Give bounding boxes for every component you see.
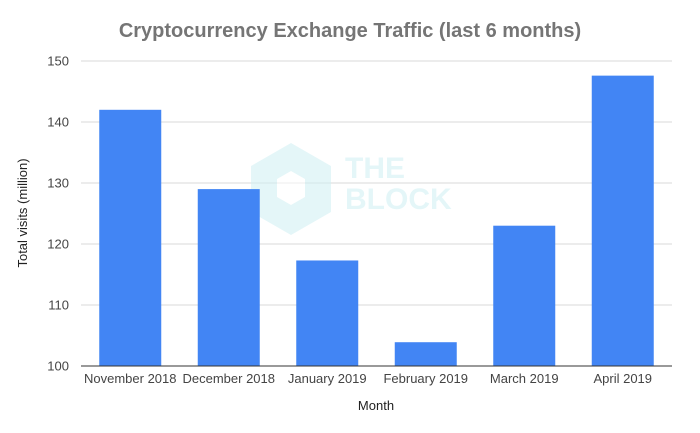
y-tick-label: 140: [47, 115, 69, 130]
x-tick-label: December 2018: [183, 371, 276, 386]
x-tick-label: April 2019: [593, 371, 652, 386]
watermark-line-2: BLOCK: [345, 183, 452, 216]
bar: [591, 75, 654, 366]
y-tick-label: 110: [48, 298, 69, 313]
gridlines: [81, 60, 672, 306]
x-axis-ticks: November 2018 December 2018 January 2019 Fe…: [84, 371, 652, 386]
bars: [99, 75, 654, 367]
x-tick-label: January 2019: [288, 371, 367, 386]
y-tick-label: 130: [47, 176, 69, 191]
x-tick-label: February 2019: [383, 371, 468, 386]
y-axis-ticks: 100 110 120 130 140 150: [47, 54, 69, 374]
bar: [99, 109, 162, 367]
bar: [394, 342, 457, 366]
bar: [493, 225, 556, 366]
y-tick-label: 120: [47, 237, 69, 252]
x-tick-label: November 2018: [84, 371, 177, 386]
hexagon-inner-icon: [277, 171, 305, 205]
bar: [197, 189, 260, 366]
y-tick-label: 150: [47, 54, 69, 69]
x-axis-title: Month: [358, 398, 394, 413]
y-axis-title: Total visits (million): [15, 158, 30, 267]
y-tick-label: 100: [47, 359, 69, 374]
watermark-logo: THE BLOCK: [251, 143, 452, 235]
x-tick-label: March 2019: [490, 371, 559, 386]
watermark-line-1: THE: [345, 152, 405, 185]
bar: [296, 260, 359, 366]
chart-title: Cryptocurrency Exchange Traffic (last 6 …: [119, 20, 581, 42]
